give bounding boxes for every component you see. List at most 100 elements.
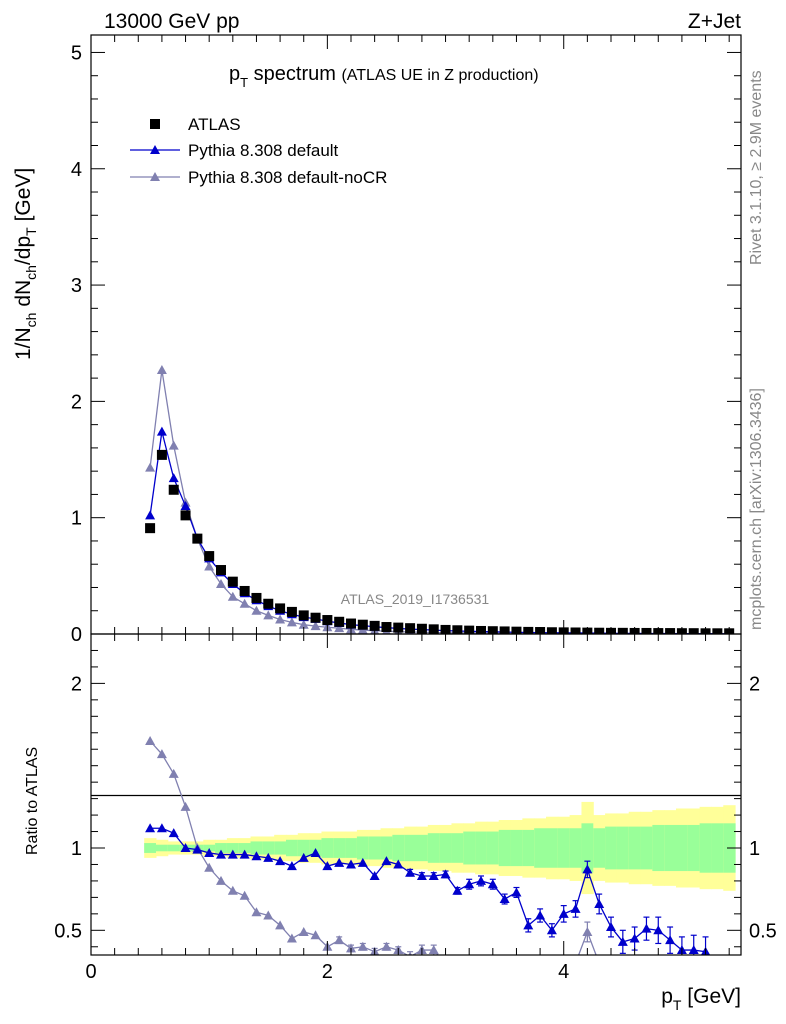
atlas-point-13	[298, 610, 309, 621]
atlas-point-42	[641, 627, 652, 634]
ratio-point-0-35	[558, 908, 569, 918]
ratio-point-0-8	[239, 849, 250, 859]
legend-label-0: ATLAS	[188, 115, 241, 134]
ratio-point-0-24	[428, 870, 439, 880]
legend-label-1: Pythia 8.308 default	[188, 141, 339, 160]
atlas-point-14	[310, 612, 321, 623]
ratio-plot: 0.5 0.5 1 1 2 2 0 2 4 Ratio to ATLAS pT [GeV]	[24, 633, 777, 1013]
ratio-point-0-5	[204, 847, 215, 857]
band-green-11	[274, 841, 287, 855]
ratio-point-1-49	[724, 958, 734, 967]
ratio-point-1-10	[263, 910, 274, 920]
ratio-point-0-1	[156, 823, 167, 833]
point-1-0	[145, 510, 156, 520]
analysis-watermark: ATLAS_2019_I1736531	[341, 591, 490, 607]
header-left: 13000 GeV pp	[104, 10, 239, 33]
ratio-point-1-31	[511, 958, 521, 967]
xtick-label: 4	[558, 961, 569, 983]
ratio-point-0-6	[216, 849, 226, 859]
ratio-point-1-14	[310, 930, 321, 940]
ratio-point-0-16	[334, 857, 345, 867]
ratio-point-0-2	[168, 828, 179, 838]
ratio-point-0-32	[523, 920, 534, 930]
band-green-48	[711, 823, 724, 873]
ratio-ytick-label-right: 2	[749, 673, 760, 695]
point-2-9	[251, 605, 262, 615]
band-green-24	[427, 833, 441, 863]
atlas-point-7	[227, 576, 238, 587]
ratio-point-0-37	[582, 864, 593, 874]
ratio-point-0-7	[227, 849, 238, 859]
spectrum-plot: 0 1 2 3 4 5 ATLAS_2019_I1736531 pT spectrum (…	[12, 34, 742, 646]
point-2-7	[227, 591, 238, 601]
ratio-point-0-29	[487, 879, 498, 889]
point-2-11	[275, 614, 286, 624]
mcplots-label: mcplots.cern.ch [arXiv:1306.3436]	[748, 388, 765, 630]
plot-title: pT spectrum (ATLAS UE in Z production)	[229, 63, 539, 90]
band-green-35	[557, 828, 571, 868]
ratio-point-0-36	[570, 903, 581, 913]
ratio-point-0-44	[665, 935, 676, 945]
band-green-27	[463, 831, 476, 865]
ratio-point-0-12	[286, 861, 297, 871]
band-green-43	[652, 824, 665, 872]
title-main: p	[229, 63, 240, 85]
ytick-label: 3	[71, 275, 82, 297]
band-green-44	[664, 824, 677, 872]
atlas-point-26	[452, 625, 463, 634]
ratio-point-1-28	[476, 958, 486, 967]
ratio-point-1-1	[156, 749, 167, 759]
atlas-point-34	[546, 627, 557, 634]
ratio-point-1-22	[408, 951, 412, 955]
band-green-25	[439, 833, 452, 863]
band-green-5	[203, 844, 216, 852]
ratio-ylabel: Ratio to ATLAS	[24, 747, 41, 855]
ratio-point-0-25	[440, 869, 451, 879]
ratio-ytick-label-left: 2	[71, 673, 82, 695]
ratio-point-1-25	[441, 958, 451, 967]
ratio-point-1-38	[594, 958, 604, 967]
ratio-point-0-21	[393, 859, 404, 869]
ratio-point-0-39	[606, 922, 616, 932]
point-1-2	[168, 473, 179, 483]
point-2-16	[334, 623, 345, 633]
atlas-point-19	[369, 620, 380, 631]
ratio-point-1-42	[641, 958, 651, 967]
ratio-point-0-17	[346, 859, 356, 869]
ratio-point-0-15	[322, 861, 333, 871]
ratio-ytick-label-right: 0.5	[749, 920, 777, 942]
ratio-point-1-30	[500, 958, 510, 967]
ytick-label: 1	[71, 508, 82, 530]
band-green-8	[238, 843, 252, 853]
point-2-1	[156, 364, 167, 374]
atlas-point-38	[594, 627, 605, 634]
ratio-point-1-13	[298, 926, 309, 936]
ratio-point-1-32	[523, 958, 533, 967]
atlas-point-17	[346, 618, 356, 629]
atlas-point-44	[665, 628, 676, 634]
band-green-2	[167, 844, 181, 852]
band-green-20	[380, 836, 393, 860]
atlas-point-22	[405, 623, 416, 634]
ratio-point-1-7	[227, 885, 238, 895]
ratio-point-0-4	[192, 844, 203, 854]
ratio-point-0-33	[535, 910, 546, 920]
atlas-point-9	[251, 592, 262, 603]
atlas-point-0	[145, 523, 156, 534]
ratio-point-1-29	[488, 958, 498, 967]
point-2-14	[310, 621, 321, 631]
ratio-point-1-6	[216, 875, 226, 885]
legend: ATLAS Pythia 8.308 default Pythia 8.308 de…	[130, 115, 387, 187]
ratio-point-1-43	[653, 958, 663, 967]
band-green-31	[510, 829, 523, 867]
title-word: spectrum	[254, 63, 336, 85]
band-green-39	[605, 826, 618, 870]
xtick-label: 2	[322, 961, 333, 983]
ratio-point-0-41	[629, 933, 640, 943]
band-green-15	[321, 838, 334, 858]
point-2-12	[286, 617, 297, 627]
legend-marker-atlas	[150, 119, 160, 129]
legend-marker-2	[150, 172, 160, 181]
ratio-point-0-18	[357, 857, 368, 867]
band-green-46	[687, 824, 701, 872]
